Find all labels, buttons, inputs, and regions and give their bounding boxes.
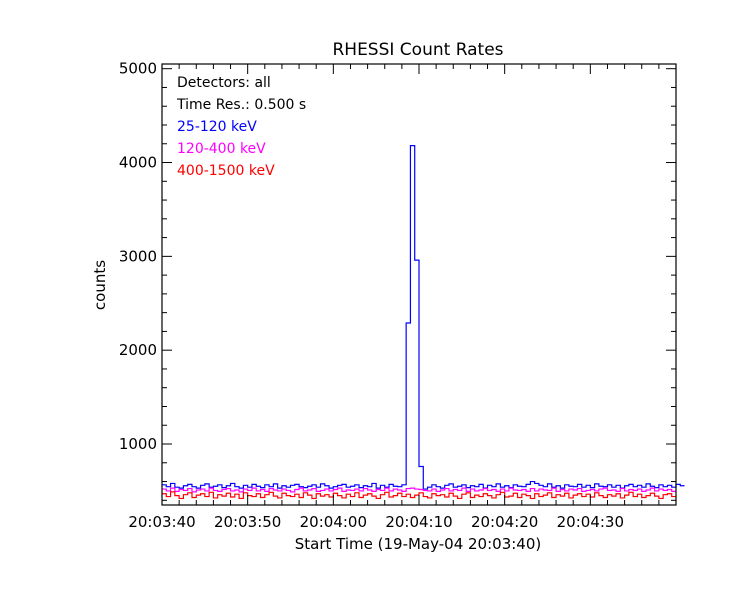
y-tick-label-2: 3000: [119, 247, 157, 265]
y-axis-title: counts: [91, 260, 109, 310]
chart-title: RHESSI Count Rates: [332, 40, 503, 60]
x-tick-label-5: 20:04:30: [557, 513, 624, 531]
x-tick-label-1: 20:03:50: [214, 513, 281, 531]
legend: 25-120 keV 120-400 keV 400-1500 keV: [177, 119, 275, 179]
axes-layer: 20:03:40 20:03:50 20:04:00 20:04:10 20:04:20…: [119, 60, 677, 531]
annotation-1: Time Res.: 0.500 s: [176, 97, 306, 113]
annotation-0: Detectors: all: [177, 75, 271, 91]
series-line-1: [162, 487, 676, 493]
series-line-0: [162, 145, 685, 490]
x-tick-label-4: 20:04:20: [471, 513, 538, 531]
legend-entry-0: 25-120 keV: [177, 119, 257, 135]
x-axis-title: Start Time (19-May-04 20:03:40): [295, 535, 541, 553]
y-tick-label-0: 1000: [119, 435, 157, 453]
legend-entry-1: 120-400 keV: [177, 141, 266, 157]
y-tick-label-4: 5000: [119, 60, 157, 78]
y-tick-label-1: 2000: [119, 341, 157, 359]
x-tick-label-3: 20:04:10: [385, 513, 452, 531]
annotations-layer: Detectors: all Time Res.: 0.500 s: [176, 75, 306, 113]
series-layer: [162, 145, 685, 500]
x-tick-label-2: 20:04:00: [300, 513, 367, 531]
x-tick-label-0: 20:03:40: [128, 513, 195, 531]
y-tick-label-3: 4000: [119, 154, 157, 172]
legend-entry-2: 400-1500 keV: [177, 163, 275, 179]
